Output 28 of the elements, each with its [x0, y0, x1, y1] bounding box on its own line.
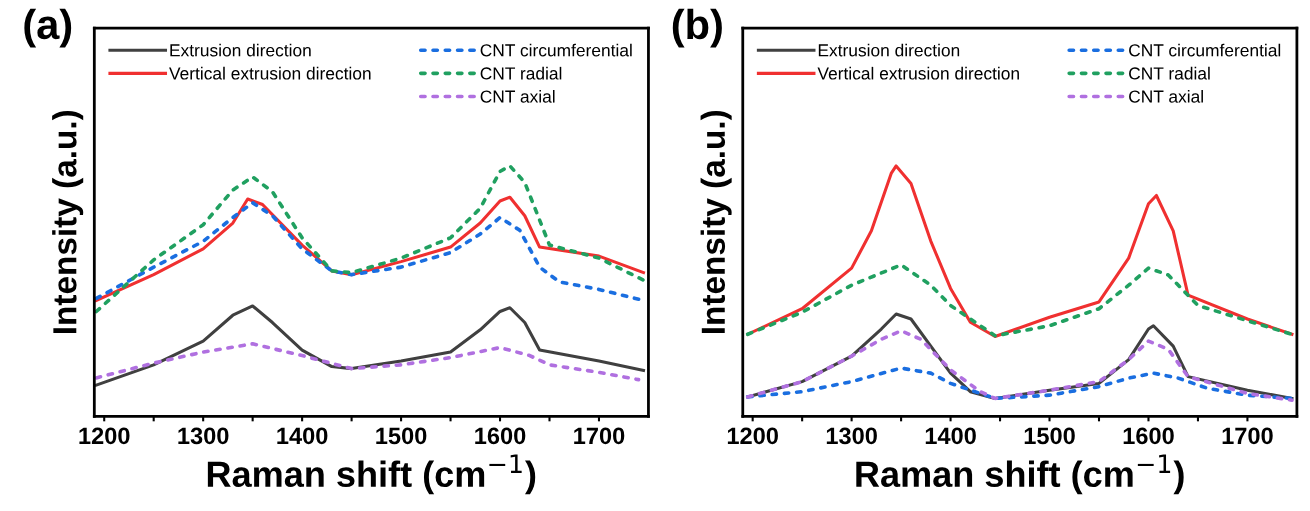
legend-label: CNT circumferential [480, 43, 632, 57]
chart-title: (a) [24, 8, 72, 48]
x-tick-label: 1200 [79, 427, 130, 445]
legend-label: CNT axial [1129, 89, 1203, 103]
legend-label: Extrusion direction [818, 43, 960, 57]
legend-label: CNT radial [480, 66, 562, 80]
y-axis-title: Intensity (a.u.) [700, 110, 732, 334]
x-tick-label: 1600 [1123, 427, 1174, 445]
legend-label: CNT axial [480, 89, 555, 103]
x-tick-label: 1600 [475, 427, 526, 445]
x-tick-label: 1300 [826, 427, 877, 445]
x-axis-title: Raman shift (cm$^{−1}$) [856, 454, 1184, 495]
x-axis-title: Raman shift (cm$^{−1}$) [207, 454, 536, 495]
x-tick-label: 1400 [277, 427, 328, 445]
legend-label: CNT radial [1129, 66, 1210, 80]
x-tick-label: 1300 [178, 427, 229, 445]
chart-title: (b) [672, 8, 722, 48]
x-tick-label: 1200 [727, 427, 778, 445]
x-tick-label: 1700 [1222, 427, 1273, 445]
legend-label: CNT circumferential [1129, 43, 1281, 57]
x-tick-label: 1500 [376, 427, 427, 445]
legend-label: Vertical extrusion direction [169, 66, 371, 80]
legend-label: Vertical extrusion direction [817, 66, 1019, 80]
y-axis-title: Intensity (a.u.) [52, 110, 84, 334]
x-tick-label: 1400 [925, 427, 976, 445]
legend-label: Extrusion direction [170, 43, 311, 57]
x-tick-label: 1700 [574, 427, 625, 445]
x-tick-label: 1500 [1024, 427, 1075, 445]
